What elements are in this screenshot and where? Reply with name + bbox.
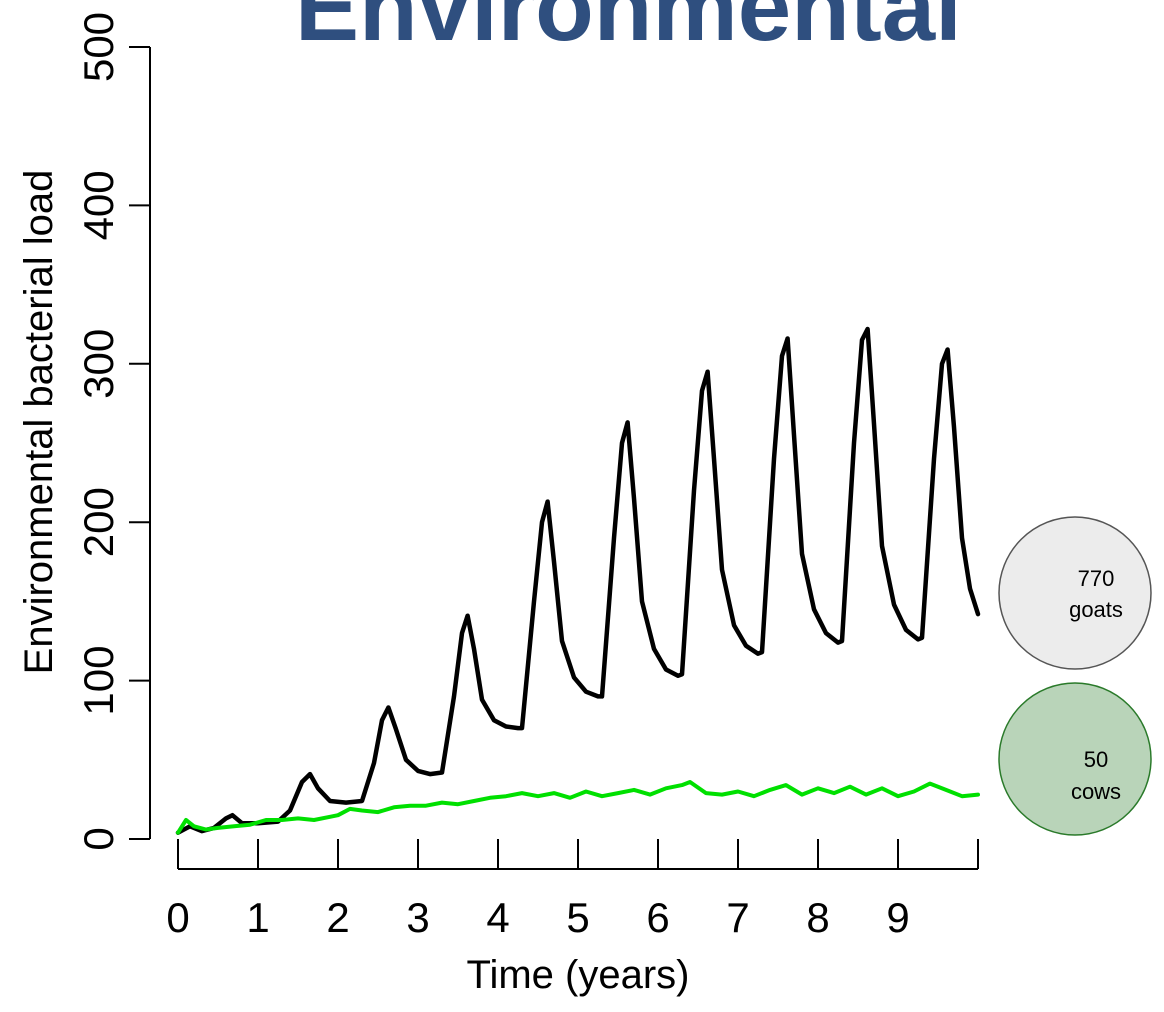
y-tick-label-400: 400 [75,170,122,240]
goats-circle [998,516,1152,670]
goats-bubble: 770 goats [998,516,1152,670]
series-line-1 [176,780,980,835]
x-tick-label-3: 3 [406,894,429,941]
x-tick-label-7: 7 [726,894,749,941]
y-axis-title: Environmental bacterial load [17,170,61,675]
x-axis-ticks: 0 1 2 3 4 5 6 7 8 9 [166,839,979,941]
data-series [175,326,981,835]
x-tick-label-0: 0 [166,894,189,941]
cows-label: cows [1071,779,1121,804]
x-tick-label-1: 1 [246,894,269,941]
cows-circle [998,682,1152,836]
x-axis-title: Time (years) [467,953,690,997]
series-line-0 [175,326,981,835]
cows-bubble: 50 cows [998,682,1152,836]
x-tick-label-4: 4 [486,894,509,941]
x-tick-label-6: 6 [646,894,669,941]
goats-number: 770 [1078,566,1115,591]
x-tick-label-9: 9 [886,894,909,941]
cows-number: 50 [1084,747,1108,772]
y-tick-label-500: 500 [75,12,122,82]
y-axis-ticks: 0 100 200 300 400 500 [75,12,150,851]
x-tick-label-5: 5 [566,894,589,941]
y-tick-label-300: 300 [75,329,122,399]
y-tick-label-100: 100 [75,646,122,716]
slide-title: Environmental [295,0,962,61]
goats-label: goats [1069,597,1123,622]
x-tick-label-8: 8 [806,894,829,941]
y-tick-label-0: 0 [75,827,122,850]
x-tick-label-2: 2 [326,894,349,941]
y-tick-label-200: 200 [75,487,122,557]
